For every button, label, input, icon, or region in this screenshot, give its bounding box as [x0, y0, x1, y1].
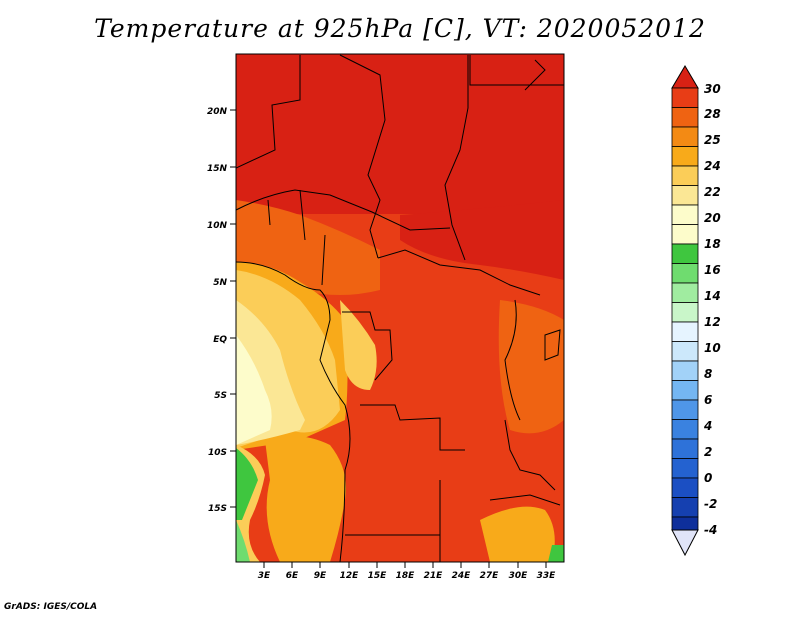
colorbar-swatch	[671, 380, 699, 401]
lon-label: 24E	[452, 571, 472, 581]
colorbar-bottom-arrow	[671, 529, 699, 557]
border-zambia	[489, 494, 561, 506]
colorbar-swatch	[671, 126, 699, 147]
colorbar-swatch	[671, 243, 699, 264]
colorbar-swatch	[671, 185, 699, 206]
colorbar-label: -2	[704, 497, 717, 511]
colorbar-swatch	[671, 497, 699, 518]
colorbar-label: 18	[704, 237, 721, 251]
colorbar-swatch	[671, 146, 699, 167]
lon-label: 30E	[509, 571, 529, 581]
longitude-axis: 3E 6E 9E 12E 15E 18E 21E 24E 27E 30E 33E	[258, 562, 556, 581]
border-congo	[342, 311, 393, 381]
colorbar-label: 6	[704, 393, 712, 407]
border-niger-chad	[339, 54, 386, 259]
colorbar-swatch	[671, 360, 699, 381]
field-ocean-coolest	[236, 335, 272, 445]
border-chad-sudan	[444, 55, 469, 261]
colorbar-label: 0	[704, 471, 712, 485]
colorbar-swatch	[671, 87, 699, 108]
lon-label: 21E	[424, 571, 444, 581]
colorbar-label: 10	[704, 341, 721, 355]
border-namibia	[345, 480, 441, 562]
colorbar-swatch	[671, 321, 699, 342]
border-eastdrc	[504, 299, 521, 421]
nile-delta	[524, 59, 546, 91]
lake-victoria	[544, 329, 561, 361]
field-sahel-30	[236, 54, 564, 214]
colorbar-label: 25	[704, 133, 721, 147]
lat-label: 15N	[207, 164, 228, 174]
colorbar-swatch	[671, 516, 699, 531]
temperature-field	[236, 54, 564, 562]
field-green-16b	[548, 545, 564, 562]
colorbar-swatch	[671, 224, 699, 245]
colorbar-swatch	[671, 165, 699, 186]
lat-label: EQ	[213, 335, 227, 345]
boundaries	[236, 54, 564, 562]
colorbar-label: 8	[704, 367, 712, 381]
border-egypt	[469, 55, 564, 86]
colorbar-label: 28	[704, 107, 721, 121]
colorbar-label: 22	[704, 185, 721, 199]
field-central-30	[400, 200, 564, 280]
lat-label: 5N	[213, 278, 227, 288]
coastline	[236, 261, 351, 562]
colorbar-swatch	[671, 341, 699, 362]
border-drc-angola	[360, 404, 465, 451]
lat-label: 15S	[208, 504, 227, 514]
chart-title: Temperature at 925hPa [C], VT: 202005201…	[94, 14, 706, 43]
lon-label: 6E	[286, 571, 299, 581]
colorbar-top-arrow	[671, 65, 699, 89]
grads-credit: GrADS: IGES/COLA	[4, 602, 98, 612]
colorbar-swatch	[671, 263, 699, 284]
field-south-22	[480, 506, 555, 562]
colorbar-label: 12	[704, 315, 721, 329]
lat-label: 5S	[214, 391, 227, 401]
colorbar-label: 20	[704, 211, 721, 225]
colorbar-label: -4	[704, 523, 717, 537]
colorbar-swatch	[671, 107, 699, 128]
colorbar-swatch	[671, 438, 699, 459]
colorbar-swatch	[671, 458, 699, 479]
border-car	[377, 249, 541, 296]
colorbar-swatch	[671, 282, 699, 303]
lat-label: 10S	[208, 448, 227, 458]
lon-label: 27E	[480, 571, 500, 581]
field-angola-22	[265, 436, 346, 562]
colorbar-label: 24	[704, 159, 721, 173]
lon-label: 33E	[537, 571, 557, 581]
border-westafrica	[267, 189, 326, 286]
colorbar-swatch	[671, 477, 699, 498]
field-green-16a	[236, 448, 258, 520]
lon-label: 9E	[314, 571, 327, 581]
field-gabon-20	[340, 300, 377, 390]
latitude-axis: 20N 15N 10N 5N EQ 5S 10S 15S	[207, 107, 236, 514]
map-frame	[235, 53, 565, 563]
colorbar-label: 30	[704, 82, 721, 96]
colorbar-swatch	[671, 302, 699, 323]
border-tanzania	[504, 419, 556, 491]
colorbar-swatch	[671, 204, 699, 225]
colorbar: 30 28 25 24 22 20 18 16 14 12 10 8 6 4 2…	[671, 65, 721, 557]
lon-label: 18E	[396, 571, 416, 581]
lon-label: 12E	[340, 571, 360, 581]
border-sahel	[236, 189, 451, 231]
lat-label: 20N	[207, 107, 228, 117]
lat-label: 10N	[207, 221, 228, 231]
colorbar-label: 16	[704, 263, 721, 277]
colorbar-label: 4	[703, 419, 712, 433]
colorbar-label: 14	[704, 289, 721, 303]
field-green-14	[236, 520, 250, 562]
colorbar-swatch	[671, 399, 699, 420]
colorbar-label: 2	[704, 445, 712, 459]
border-mauritania	[236, 55, 301, 169]
lon-label: 3E	[258, 571, 271, 581]
field-eastafrica-25	[498, 300, 564, 434]
lon-label: 15E	[368, 571, 388, 581]
colorbar-swatch	[671, 419, 699, 440]
